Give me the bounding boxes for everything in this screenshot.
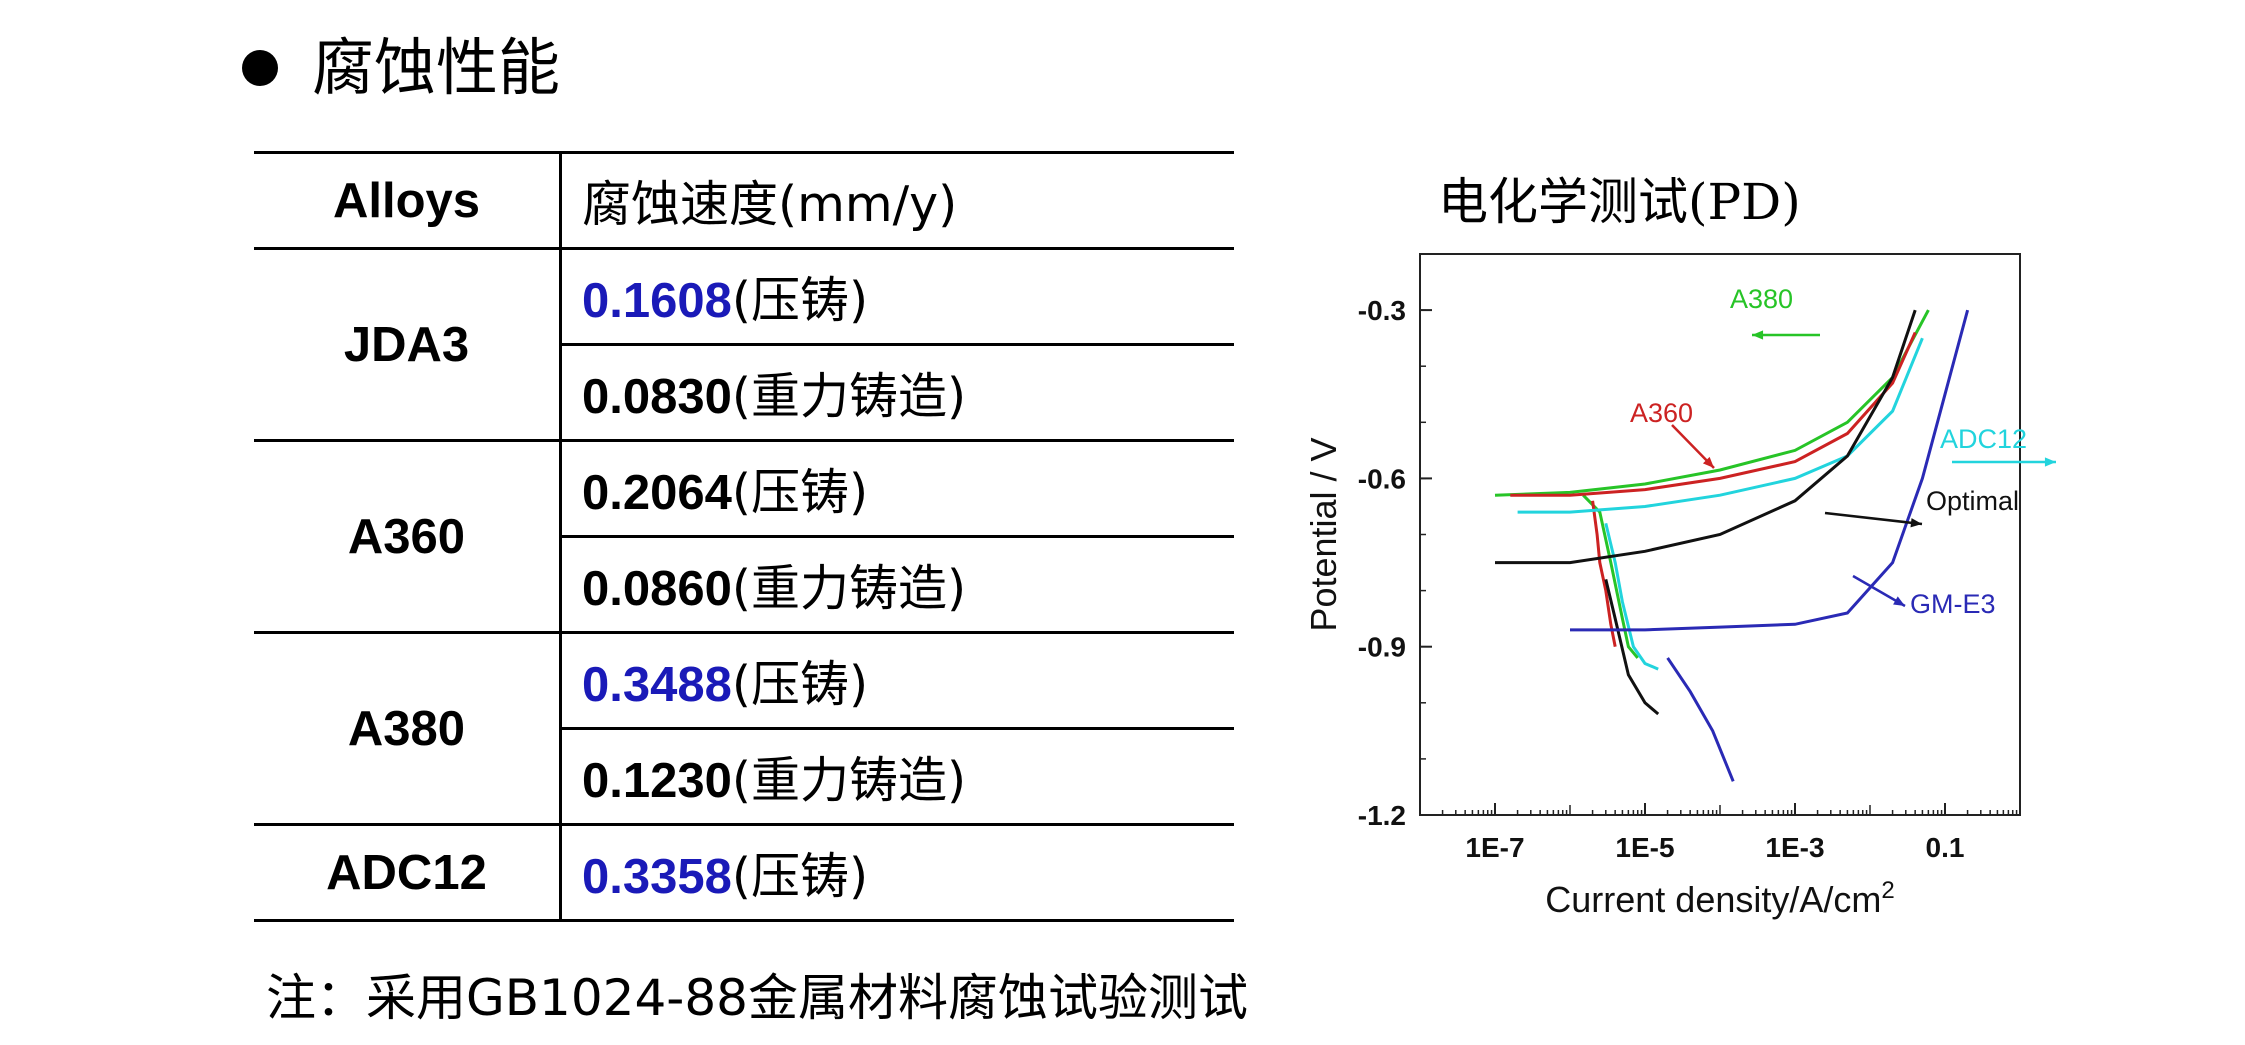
annotation-arrowhead-a380 (1752, 330, 1764, 340)
rate-value: 0.3358 (582, 850, 732, 904)
rate-value: 0.3488 (582, 658, 732, 712)
annotation-arrowhead-adc12 (2044, 457, 2056, 467)
series-line-a380 (1494, 309, 1930, 497)
rate-value: 0.1608 (582, 274, 732, 328)
series-branch-adc12 (1604, 522, 1659, 671)
header-alloys: Alloys (254, 151, 562, 250)
alloy-cell: A360 (254, 439, 562, 634)
rate-value: 0.2064 (582, 466, 732, 520)
x-tick-label: 0.1 (1926, 832, 1965, 863)
x-tick-label: 1E-5 (1615, 832, 1674, 863)
casting-method: (压铸) (731, 272, 869, 329)
y-tick-label: -0.3 (1358, 295, 1406, 326)
annotation-label-adc12: ADC12 (1940, 424, 2027, 454)
alloy-cell: JDA3 (254, 247, 562, 442)
casting-method: (压铸) (731, 464, 869, 521)
table-row: A360 0.2064(压铸) (254, 439, 1234, 634)
casting-method: (压铸) (731, 848, 869, 905)
table-row: 0.1230(重力铸造) (254, 727, 1234, 826)
annotation-label-a360: A360 (1630, 398, 1693, 428)
table-body: JDA3 0.1608(压铸) 0.0830(重力铸造) A360 0.2064(压铸)… (254, 247, 1234, 922)
rate-value: 0.0830 (582, 370, 732, 424)
series-line-optimal (1495, 309, 1917, 565)
annotation-arrowhead-optimal (1910, 518, 1922, 528)
series-branch-optimal (1604, 579, 1660, 716)
rate-cell: 0.1230(重力铸造) (560, 727, 1234, 826)
x-tick-label: 1E-7 (1465, 832, 1524, 863)
corrosion-rate-table: Alloys 腐蚀速度(mm/y) JDA3 0.1608(压铸) 0.0830(重… (254, 151, 1234, 922)
annotation-arrowhead-gm-e3 (1893, 596, 1905, 606)
polarization-chart: 1E-7 1E-5 1E-3 0.1 -0.3 -0.6 -0.9 -1.2 Current d… (1303, 253, 2056, 920)
y-tick-label: -0.6 (1358, 463, 1406, 494)
annotation-label-a380: A380 (1730, 284, 1793, 314)
rate-cell: 0.1608(压铸) (560, 247, 1234, 346)
casting-method: (重力铸造) (731, 368, 967, 425)
footnote: 注：采用GB1024-88金属材料腐蚀试验测试 (266, 969, 1248, 1027)
x-axis-label-superscript: 2 (1881, 877, 1894, 904)
series-branch-gm-e3 (1666, 657, 1735, 782)
rate-cell: 0.2064(压铸) (560, 439, 1234, 538)
table-row: ADC12 0.3358(压铸) (254, 823, 1234, 922)
rate-value: 0.0860 (582, 562, 732, 616)
alloy-cell: A380 (254, 631, 562, 826)
rate-cell: 0.3488(压铸) (560, 631, 1234, 730)
chart-title: 电化学测试(PD) (1438, 173, 1801, 231)
y-axis-label: Potential / V (1303, 437, 1344, 631)
y-tick-label: -1.2 (1358, 800, 1406, 831)
rate-cell: 0.0830(重力铸造) (560, 343, 1234, 442)
alloy-cell: ADC12 (254, 823, 562, 922)
casting-method: (压铸) (731, 656, 869, 713)
annotation-arrowhead-a360 (1702, 456, 1714, 468)
header-rate-text: 腐蚀速度(mm/y) (582, 176, 958, 233)
casting-method: (重力铸造) (731, 752, 967, 809)
header-rate: 腐蚀速度(mm/y) (560, 151, 1234, 250)
x-axis-label: Current density/A/cm2 (1545, 877, 1894, 920)
table-header-row: Alloys 腐蚀速度(mm/y) (254, 151, 1234, 250)
y-tick-label: -0.9 (1358, 632, 1406, 663)
annotation-arrow-optimal (1824, 511, 1923, 526)
casting-method: (重力铸造) (731, 560, 967, 617)
annotation-label-gm-e3: GM-E3 (1910, 589, 1996, 619)
series-line-gm-e3 (1570, 309, 1970, 632)
table-row: 0.0860(重力铸造) (254, 535, 1234, 634)
series-branch-a360 (1591, 500, 1617, 647)
table-row: 0.0830(重力铸造) (254, 343, 1234, 442)
series-line-adc12 (1517, 337, 1924, 514)
rate-value: 0.1230 (582, 754, 732, 808)
x-tick-label: 1E-3 (1765, 832, 1824, 863)
rate-cell: 0.3358(压铸) (560, 823, 1234, 922)
rate-cell: 0.0860(重力铸造) (560, 535, 1234, 634)
slide-title: 腐蚀性能 (242, 28, 560, 108)
table-row: A380 0.3488(压铸) (254, 631, 1234, 826)
bullet-dot (242, 50, 278, 86)
annotation-label-optimal: Optimal (1926, 486, 2019, 516)
slide-title-text: 腐蚀性能 (312, 31, 561, 104)
table-row: JDA3 0.1608(压铸) (254, 247, 1234, 442)
